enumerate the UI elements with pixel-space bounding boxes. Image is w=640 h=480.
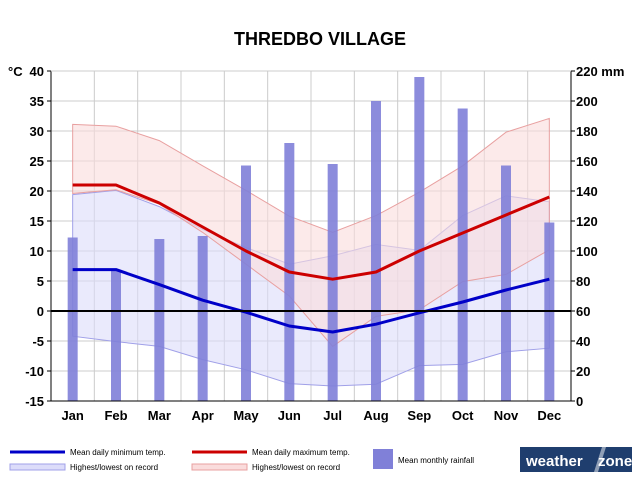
x-tick-label: Feb [104,408,127,423]
right-tick-label: 60 [576,304,590,319]
chart-title: THREDBO VILLAGE [234,29,406,49]
right-tick-label: 0 [576,394,583,409]
rainfall-bar [154,239,165,401]
x-tick-label: Aug [363,408,388,423]
right-tick-label: 160 [576,154,598,169]
x-tick-label: Mar [148,408,171,423]
legend-min-label: Mean daily minimum temp. [70,448,166,457]
rainfall-bar [111,270,121,401]
logo-text-weather: weather [525,453,583,470]
rainfall-bar [327,164,338,401]
x-tick-label: Nov [494,408,519,423]
rainfall-bar [501,165,511,401]
x-tick-label: Jul [323,408,342,423]
legend-min-record-swatch [9,463,66,471]
left-tick-label: -5 [32,334,44,349]
logo-slash-icon [594,447,606,472]
right-tick-label: 120 [576,214,598,229]
weatherzone-logo: weather zone [520,447,632,472]
rainfall-bar [371,101,381,401]
right-tick-label: 140 [576,184,598,199]
left-axis-unit: °C [8,64,23,79]
right-tick-label: 20 [576,364,590,379]
x-tick-label: Apr [191,408,213,423]
x-tick-label: Dec [537,408,561,423]
right-tick-label: 100 [576,244,598,259]
left-tick-label: 15 [30,214,44,229]
x-tick-label: Jan [61,408,83,423]
right-tick-label: 40 [576,334,590,349]
logo-text-zone: zone [598,453,632,470]
left-tick-label: 25 [30,154,44,169]
legend-max-record-swatch [191,463,248,471]
right-tick-label: 220 mm [576,64,624,79]
legend: Mean daily minimum temp. Highest/lowest o… [9,448,474,472]
rainfall-bar [414,77,425,401]
left-tick-label: 20 [30,184,44,199]
x-tick-label: Jun [278,408,301,423]
left-tick-label: 30 [30,124,44,139]
left-tick-label: -10 [25,364,44,379]
x-tick-label: Oct [452,408,474,423]
left-tick-label: 0 [37,304,44,319]
left-tick-label: 35 [30,94,44,109]
legend-min-record-label: Highest/lowest on record [70,463,158,472]
left-tick-label: 40 [30,64,44,79]
legend-rain-swatch [373,449,393,469]
right-tick-label: 180 [576,124,598,139]
rainfall-bar [67,237,78,401]
logo-bg [520,447,632,472]
temperature-line [72,183,550,281]
right-tick-label: 200 [576,94,598,109]
left-tick-label: -15 [25,394,44,409]
x-tick-label: May [233,408,259,423]
temperature-lines [72,183,550,334]
legend-rain-label: Mean monthly rainfall [398,456,474,465]
legend-max-record-label: Highest/lowest on record [252,463,340,472]
rainfall-bar [241,165,251,401]
left-tick-label: 10 [30,244,44,259]
legend-max-label: Mean daily maximum temp. [252,448,350,457]
left-tick-label: 5 [37,274,44,289]
rainfall-bar [457,108,468,401]
right-tick-label: 80 [576,274,590,289]
rainfall-bar [197,236,208,401]
temperature-line [72,268,550,334]
x-tick-label: Sep [407,408,431,423]
